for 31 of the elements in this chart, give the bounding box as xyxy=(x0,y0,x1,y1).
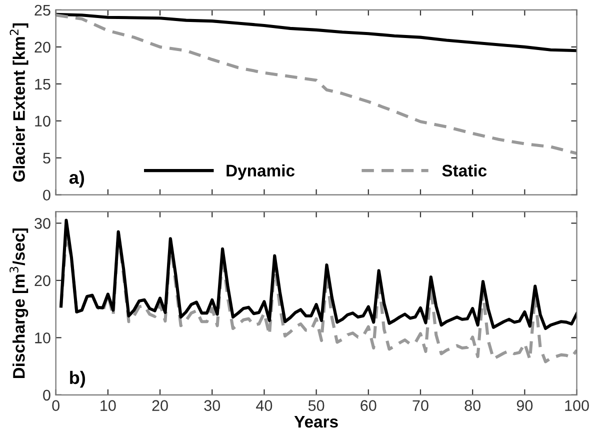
y-axis-title: Glacier Extent [km$^{2}$] xyxy=(10,23,28,182)
line-series xyxy=(60,218,577,330)
x-tick-label: 10 xyxy=(100,400,116,411)
y-tick-label: 20 xyxy=(34,275,50,286)
x-tick-label: 80 xyxy=(464,400,480,411)
y-tick-label: 15 xyxy=(35,78,50,90)
x-tick-label: 90 xyxy=(516,400,533,411)
y-tick-label: 25 xyxy=(34,4,50,16)
y-tick-label: 0 xyxy=(43,390,50,401)
y-tick-label: 10 xyxy=(35,332,50,344)
x-tick-label: 100 xyxy=(565,400,589,411)
line-series xyxy=(56,12,577,52)
y-tick-label: 10 xyxy=(35,116,50,127)
y-axis-title: Discharge [m$^{3}$/sec] xyxy=(10,228,28,378)
annotation: a) xyxy=(69,170,84,188)
x-tick-label: 40 xyxy=(256,400,272,411)
y-tick-label: 5 xyxy=(43,152,50,164)
x-axis-title: Years xyxy=(294,416,338,428)
line-series xyxy=(56,14,577,155)
x-tick-label: 50 xyxy=(308,400,324,411)
x-tick-label: 0 xyxy=(52,400,60,411)
legend-label: Dynamic xyxy=(226,164,295,180)
x-tick-label: 70 xyxy=(412,400,428,411)
y-tick-label: 20 xyxy=(34,42,50,53)
x-tick-label: 30 xyxy=(204,400,220,411)
y-tick-label: 0 xyxy=(43,190,50,201)
x-tick-label: 60 xyxy=(360,400,376,411)
y-tick-label: 30 xyxy=(34,218,50,229)
x-tick-label: 20 xyxy=(152,400,168,411)
annotation: b) xyxy=(70,370,86,388)
legend-label: Static xyxy=(442,164,487,177)
